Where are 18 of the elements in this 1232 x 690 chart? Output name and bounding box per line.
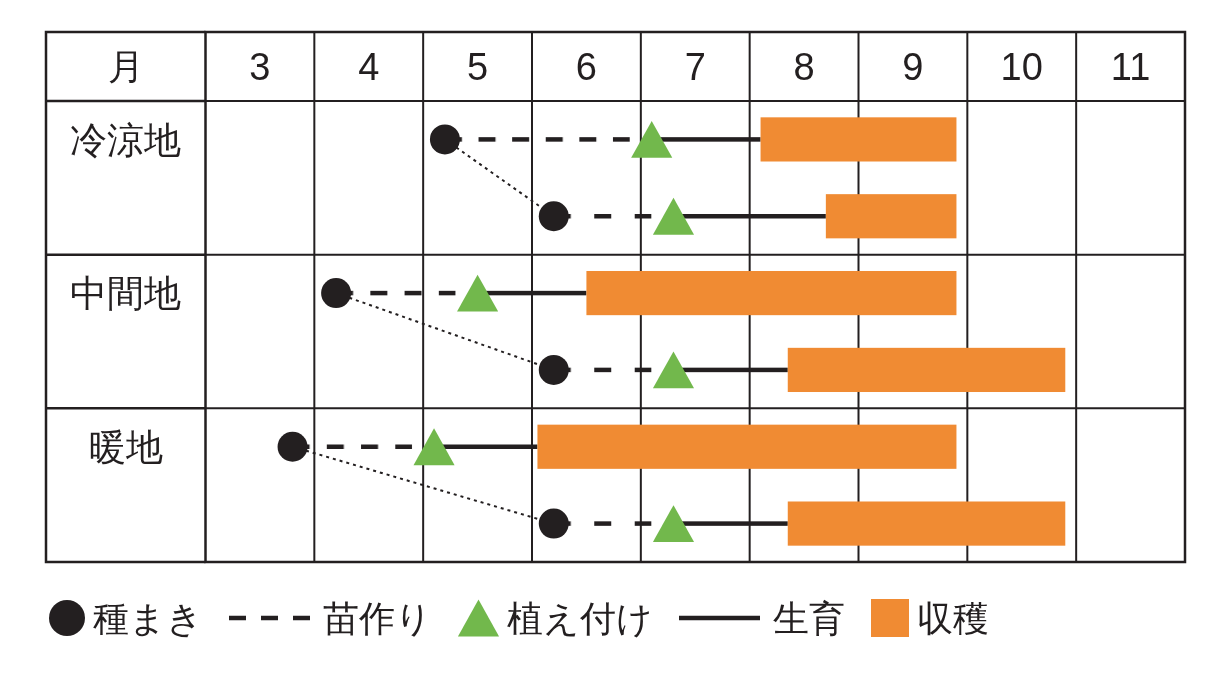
legend-label: 苗作り xyxy=(323,597,432,639)
x-tick-label: 5 xyxy=(467,46,489,89)
x-tick-label: 8 xyxy=(793,46,815,89)
x-axis-title: 月 xyxy=(107,46,144,88)
y-tick-label: 中間地 xyxy=(70,273,182,315)
x-tick-label: 9 xyxy=(902,46,924,89)
x-tick-label: 6 xyxy=(575,46,597,89)
x-tick-label: 7 xyxy=(684,46,706,89)
x-tick-label: 10 xyxy=(1000,46,1043,89)
y-tick-label: 暖地 xyxy=(88,427,163,469)
x-tick-label: 4 xyxy=(358,46,380,89)
legend-label: 植え付け xyxy=(507,597,653,639)
legend-label: 生育 xyxy=(773,597,845,639)
y-tick-label: 冷涼地 xyxy=(70,119,182,161)
legend-label: 種まき xyxy=(93,597,203,639)
legend-label: 収穫 xyxy=(917,597,989,639)
x-tick-label: 11 xyxy=(1110,46,1151,89)
x-tick-label: 3 xyxy=(249,46,271,89)
